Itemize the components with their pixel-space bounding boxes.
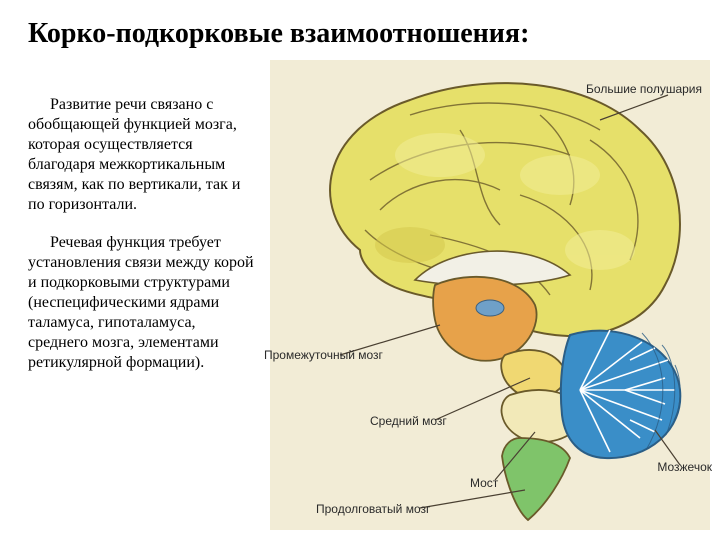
label-diencephalon: Промежуточный мозг xyxy=(264,348,383,362)
page-title: Корко-подкорковые взаимоотношения: xyxy=(28,18,700,50)
body-column: Развитие речи связано с обобщающей функц… xyxy=(28,95,258,391)
label-midbrain: Средний мозг xyxy=(370,414,447,428)
paragraph-1: Развитие речи связано с обобщающей функц… xyxy=(28,95,258,215)
label-pons: Мост xyxy=(470,476,498,490)
label-hemispheres: Большие полушария xyxy=(586,82,702,96)
paragraph-2: Речевая функция требует установления свя… xyxy=(28,233,258,373)
slide: Корко-подкорковые взаимоотношения: Разви… xyxy=(0,0,720,540)
ventricle xyxy=(476,300,504,316)
label-medulla: Продолговатый мозг xyxy=(316,502,430,516)
brain-diagram: Большие полушария Промежуточный мозг Сре… xyxy=(270,60,710,530)
label-cerebellum: Мозжечок xyxy=(657,460,712,474)
